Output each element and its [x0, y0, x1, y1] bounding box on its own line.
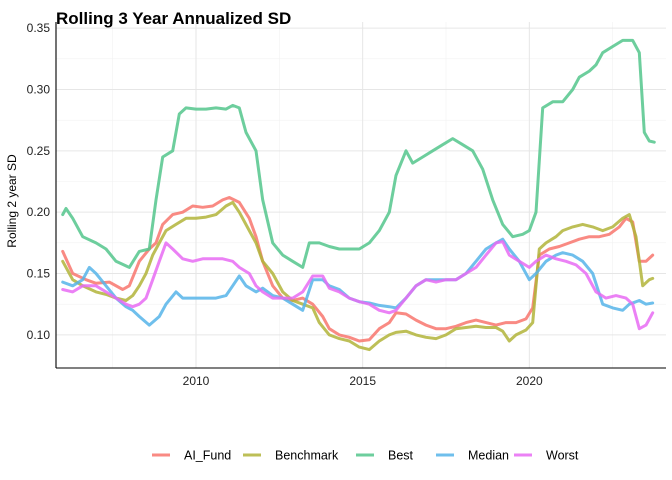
legend-label: AI_Fund	[184, 449, 231, 463]
x-tick-label: 2020	[516, 374, 543, 388]
legend-label: Benchmark	[275, 449, 339, 463]
legend-item-best: Best	[356, 449, 414, 463]
legend-item-ai-fund: AI_Fund	[152, 449, 231, 463]
series-line-benchmark	[61, 200, 655, 352]
legend-label: Worst	[546, 449, 579, 463]
series-line-best	[61, 38, 656, 269]
y-tick-label: 0.30	[27, 82, 51, 96]
legend-label: Best	[388, 449, 414, 463]
grid	[56, 22, 666, 368]
x-tick-label: 2010	[183, 374, 210, 388]
x-tick-label: 2015	[349, 374, 376, 388]
legend-item-benchmark: Benchmark	[243, 449, 339, 463]
legend-item-median: Median	[436, 449, 509, 463]
series-line-worst	[61, 240, 655, 331]
legend: AI_Fund Benchmark Best Median Worst	[152, 449, 579, 463]
legend-label: Median	[468, 449, 509, 463]
series-line-ai-fund	[61, 196, 655, 343]
series-layer	[61, 38, 656, 352]
y-tick-label: 0.15	[27, 267, 51, 281]
axes: 0.10 0.15 0.20 0.25 0.30 0.35 2010 2015 2020	[27, 21, 666, 388]
y-tick-label: 0.25	[27, 144, 51, 158]
y-tick-label: 0.10	[27, 328, 51, 342]
legend-item-worst: Worst	[514, 449, 579, 463]
chart-title: Rolling 3 Year Annualized SD	[56, 9, 291, 28]
y-tick-label: 0.35	[27, 21, 51, 35]
y-axis-title: Rolling 2 year SD	[5, 154, 19, 248]
y-tick-label: 0.20	[27, 205, 51, 219]
